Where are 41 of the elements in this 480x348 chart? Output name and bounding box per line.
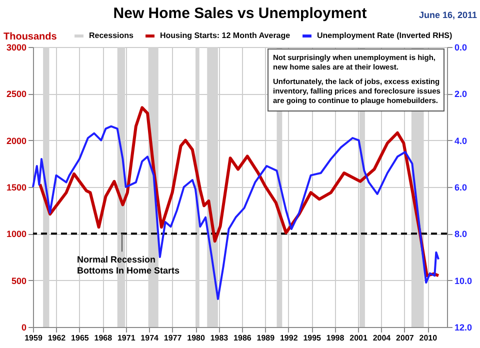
y2-tick-label: 6.0	[454, 182, 468, 192]
x-tick-label: 2001	[350, 334, 368, 342]
y2-tick-label: 10.0	[454, 276, 472, 286]
y2-tick-label: 12.0	[454, 322, 472, 332]
x-tick-label: 1971	[117, 334, 136, 342]
x-tick-label: 1980	[187, 334, 206, 342]
x-tick-label: 1986	[234, 334, 252, 342]
x-tick-label: 1992	[280, 334, 298, 342]
x-tick-label: 1968	[94, 334, 113, 342]
line-series	[32, 125, 440, 300]
x-tick-label: 1983	[210, 334, 229, 342]
x-tick-label: 2010	[419, 334, 438, 342]
y2-tick-label: 4.0	[454, 136, 468, 146]
y2-tick-label: 2.0	[454, 89, 468, 100]
y-tick-label: 1500	[6, 182, 26, 192]
y2-tick-label: 8.0	[454, 229, 468, 240]
legend-label: Unemployment Rate (Inverted RHS)	[317, 31, 452, 40]
y-axis-title: Thousands	[4, 32, 58, 42]
legend-label: Recessions	[89, 31, 134, 40]
x-tick-label: 1989	[256, 334, 276, 342]
y-tick-label: 1000	[6, 229, 26, 240]
x-tick-label: 1998	[326, 334, 345, 342]
y-tick-label: 0	[21, 322, 26, 332]
x-tick-label: 1977	[164, 334, 182, 342]
x-tick-label: 2004	[372, 334, 392, 342]
annotation: Normal Recession Bottoms In Home Starts	[76, 254, 180, 276]
x-tick-label: 2007	[396, 334, 414, 342]
legend-label: Housing Starts: 12 Month Average	[160, 31, 291, 40]
y-tick-label: 500	[11, 276, 26, 286]
x-tick-label: 1974	[140, 334, 160, 342]
x-tick-label: 1965	[71, 334, 90, 342]
x-tick-label: 1959	[24, 334, 43, 342]
y2-tick-label: 0.0	[454, 42, 468, 52]
y-tick-label: 2000	[6, 136, 26, 146]
text: June 16, 2011	[418, 10, 477, 20]
y-tick-label: 3000	[6, 42, 26, 52]
x-tick-label: 1995	[303, 334, 322, 342]
chart-title: New Home Sales vs Unemployment	[113, 5, 367, 22]
y-tick-label: 2500	[6, 89, 26, 100]
line-series	[38, 106, 440, 278]
x-tick-label: 1962	[48, 334, 66, 342]
